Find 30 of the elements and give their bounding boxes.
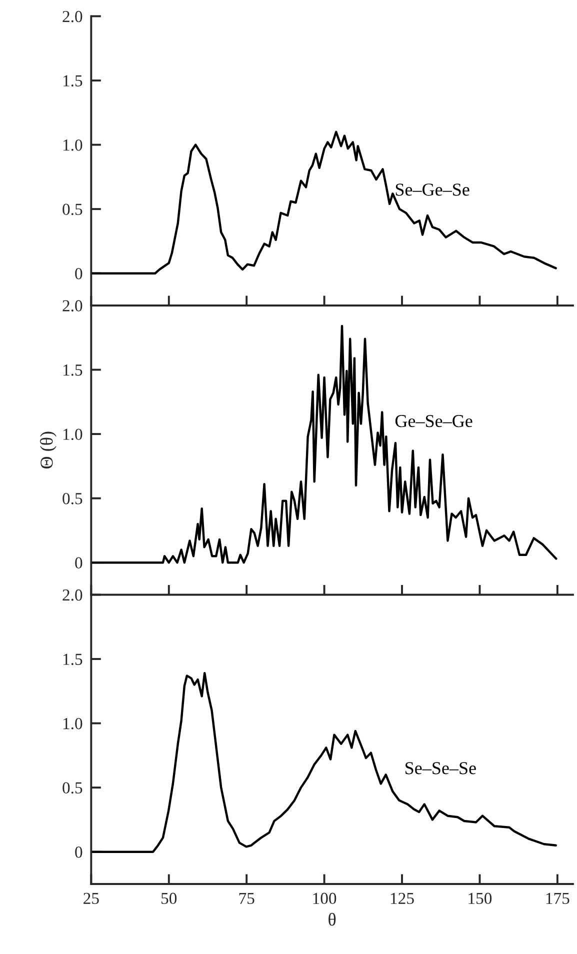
y-tick-label: 1.0 <box>63 139 82 151</box>
y-tick-label: 1.5 <box>63 75 82 87</box>
x-axis-title: θ <box>328 912 336 926</box>
y-tick-label: 0.5 <box>62 493 82 504</box>
y-tick-label: 2.0 <box>62 10 82 22</box>
y-tick-label: 1.0 <box>63 428 82 440</box>
y-tick-label: 0 <box>75 557 82 569</box>
series-label: Ge–Se–Ge <box>395 415 472 428</box>
y-tick-label: 1.5 <box>63 654 82 666</box>
y-tick-label: 1.0 <box>63 718 82 730</box>
y-tick-label: 0 <box>75 268 82 280</box>
x-tick-label: 75 <box>239 892 254 904</box>
y-tick-label: 0 <box>75 846 82 858</box>
y-tick-label: 2.0 <box>62 300 82 312</box>
x-tick-label: 100 <box>313 892 336 904</box>
x-tick-label: 25 <box>84 892 99 904</box>
y-tick-label: 0.5 <box>62 782 82 794</box>
line-series <box>91 130 557 274</box>
x-tick-label: 50 <box>162 892 177 904</box>
line-series <box>91 672 557 853</box>
y-tick-label: 2.0 <box>62 589 82 601</box>
y-tick-label: 0.5 <box>62 204 82 216</box>
x-tick-label: 175 <box>546 892 570 904</box>
series-label: Se–Se–Se <box>406 762 476 774</box>
series-label: Se–Ge–Se <box>396 184 470 196</box>
line-series <box>91 324 558 564</box>
x-tick-label: 125 <box>390 892 414 904</box>
y-tick-label: 1.5 <box>63 364 82 376</box>
y-axis-title: Θ (θ) <box>40 432 56 468</box>
x-tick-label: 150 <box>468 892 492 904</box>
